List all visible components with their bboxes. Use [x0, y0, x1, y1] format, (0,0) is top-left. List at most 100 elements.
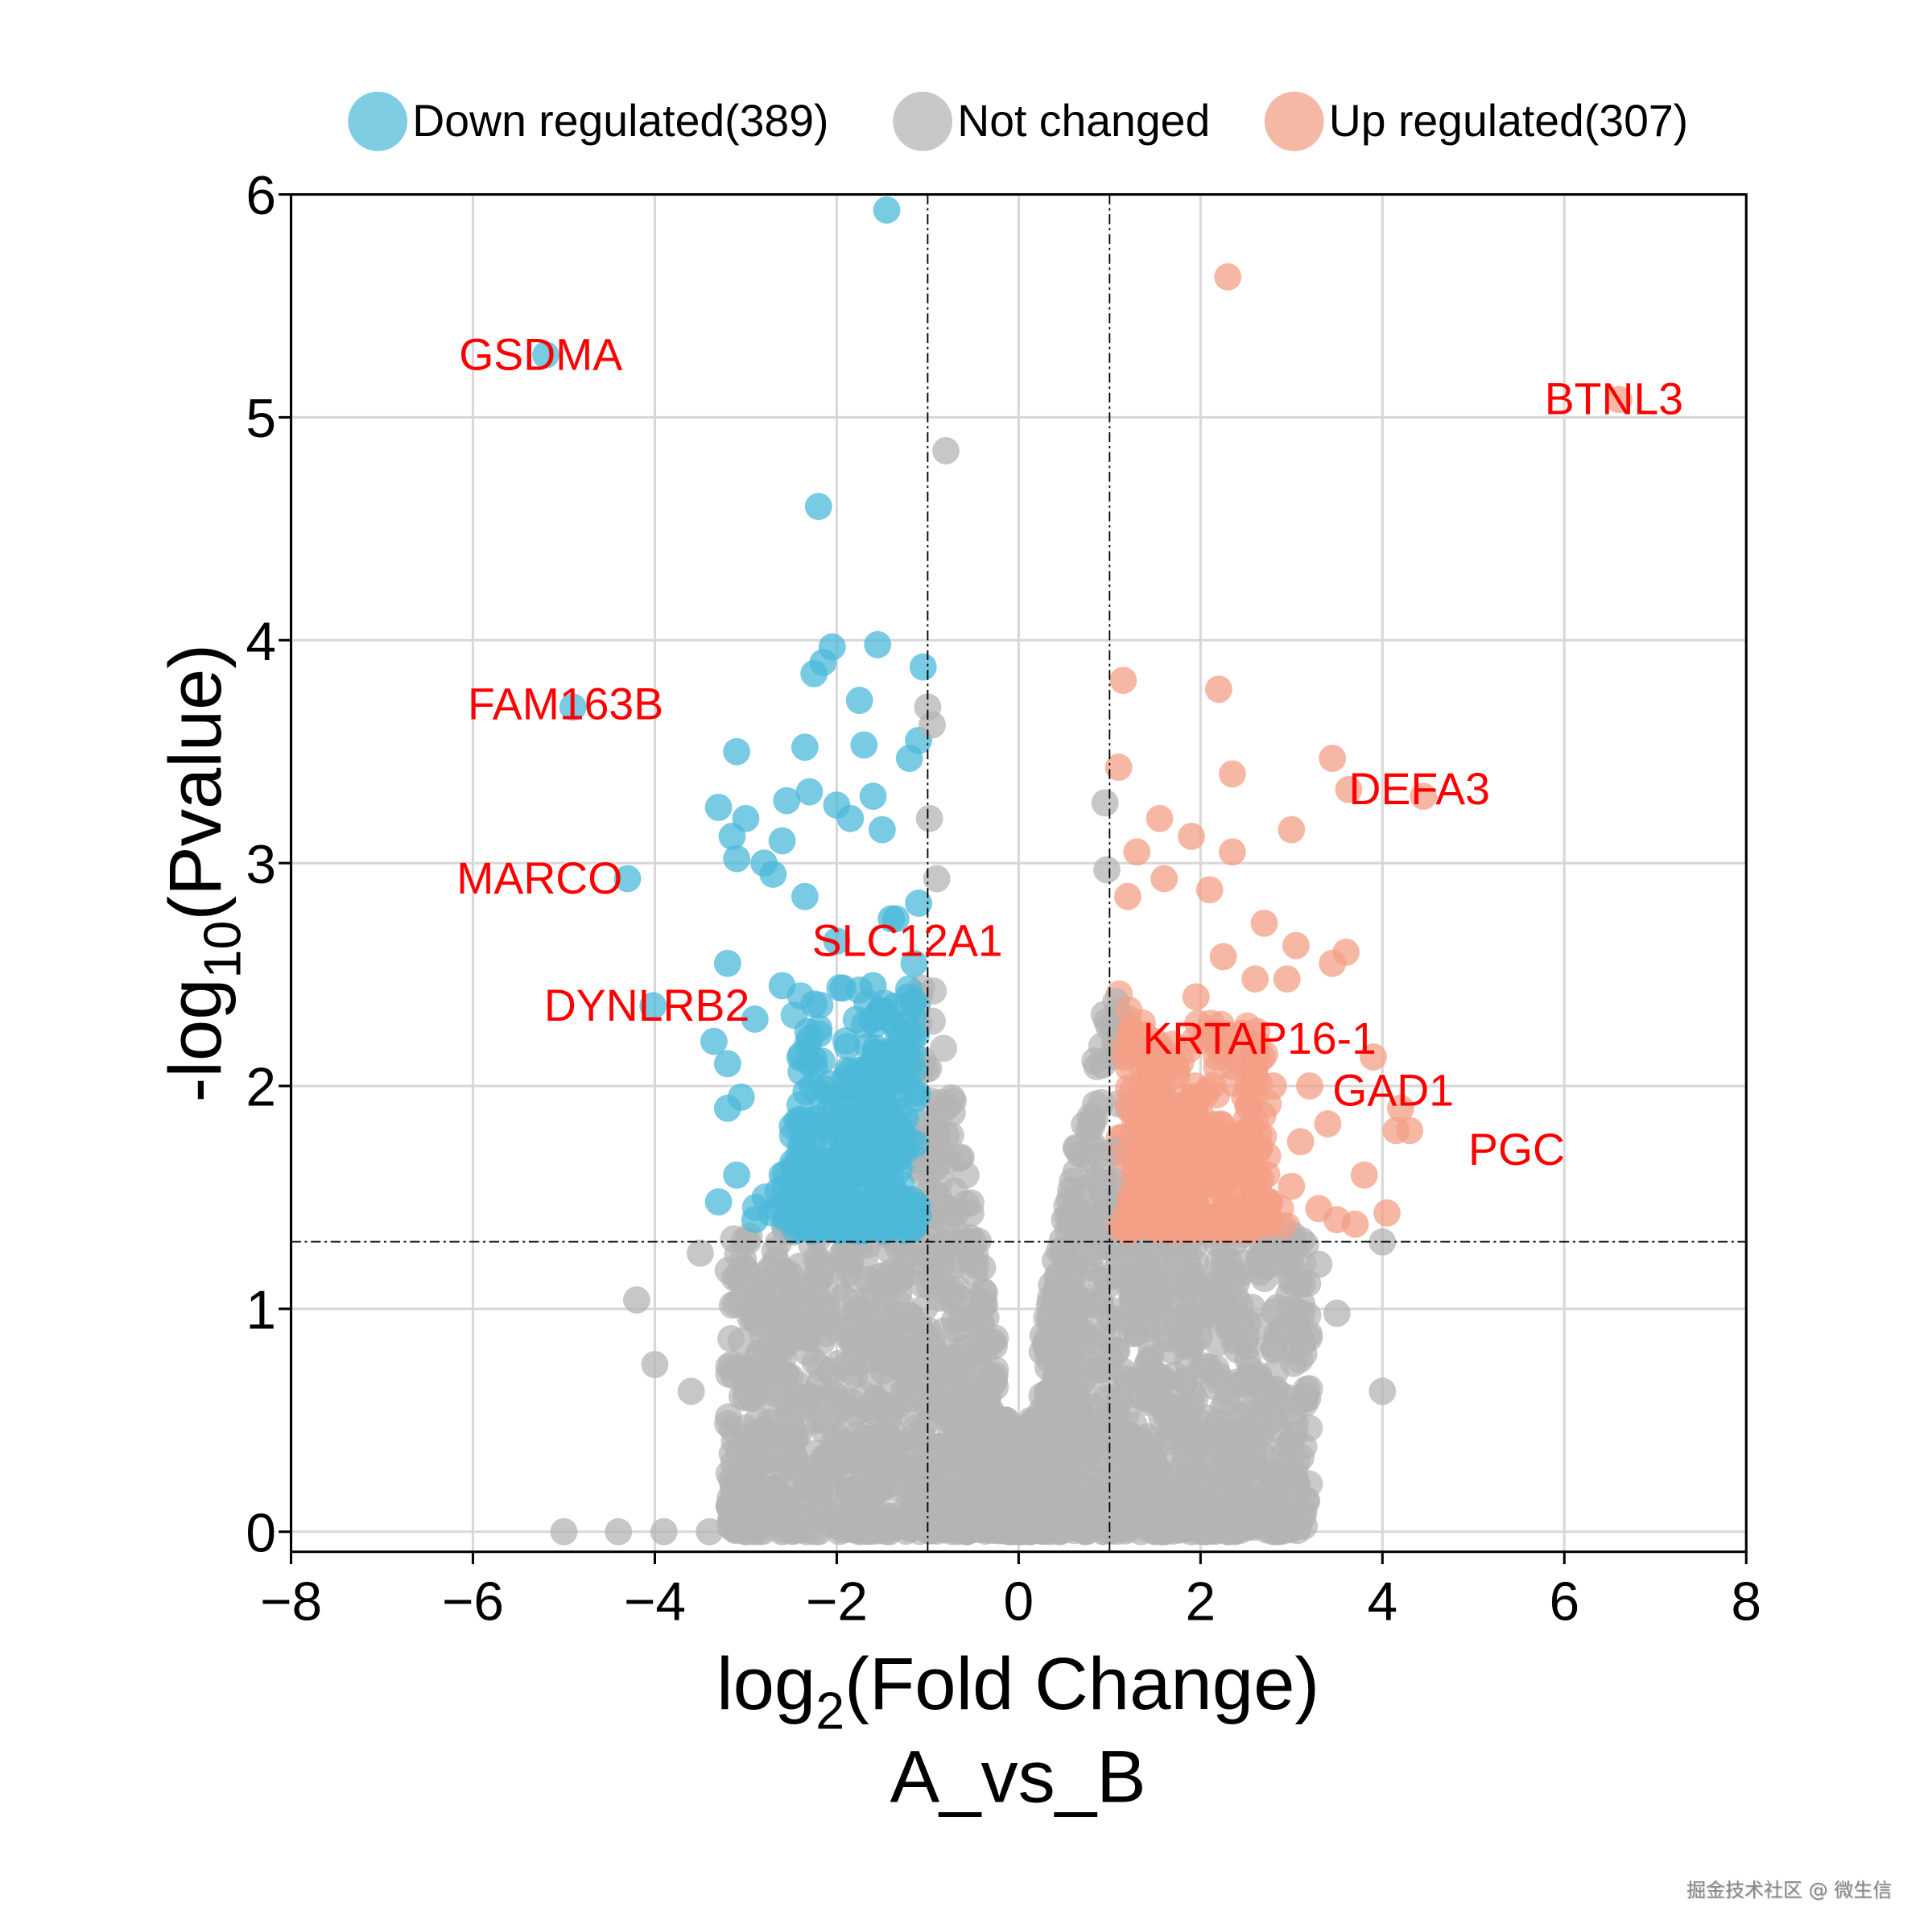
nc-point: [1164, 1307, 1192, 1335]
nc-point: [905, 1480, 933, 1509]
x-tick-label: 8: [1731, 1571, 1761, 1632]
down-point: [829, 1134, 857, 1162]
down-point: [869, 1088, 898, 1117]
legend-label: Up regulated(307): [1329, 96, 1688, 146]
down-point: [704, 794, 733, 821]
nc-point: [1305, 1250, 1333, 1278]
nc-point: [1074, 1440, 1102, 1468]
up-point: [1218, 760, 1246, 788]
nc-point: [1034, 1379, 1062, 1407]
legend-label: Down regulated(389): [412, 96, 828, 146]
nc-point: [1120, 1298, 1148, 1326]
nc-point: [1293, 1488, 1321, 1515]
nc-point: [1063, 1135, 1091, 1162]
down-point: [862, 1112, 890, 1140]
down-point: [904, 1202, 932, 1229]
x-tick-label: 2: [1186, 1571, 1216, 1632]
nc-point: [928, 1238, 956, 1266]
nc-point: [768, 1517, 796, 1546]
nc-point: [677, 1377, 705, 1406]
nc-point: [1141, 1517, 1169, 1546]
x-axis-label: log2(Fold Change): [716, 1641, 1319, 1740]
x-tick-label: −4: [624, 1571, 686, 1632]
nc-point: [932, 437, 960, 464]
down-point: [768, 1161, 796, 1189]
up-point: [1206, 1170, 1234, 1198]
up-point: [1250, 909, 1278, 937]
down-point: [849, 1216, 877, 1244]
nc-point: [966, 1297, 994, 1325]
nc-point: [1230, 1249, 1257, 1277]
up-point: [1127, 1142, 1155, 1170]
legend-marker: [348, 91, 408, 151]
up-point: [1396, 1117, 1424, 1145]
nc-point: [882, 1428, 910, 1456]
down-point: [723, 844, 751, 873]
y-tick-label: 4: [246, 612, 276, 672]
down-point: [792, 1078, 820, 1106]
up-point: [1335, 775, 1363, 803]
nc-point: [1076, 1202, 1104, 1230]
nc-point: [1034, 1440, 1063, 1468]
down-point: [832, 1027, 860, 1055]
down-point: [741, 1005, 769, 1033]
down-point: [801, 1052, 828, 1080]
up-point: [1386, 1094, 1414, 1122]
up-point: [1220, 1069, 1248, 1097]
gene-label: FAM163B: [468, 679, 663, 729]
nc-point: [782, 1423, 810, 1451]
down-point: [868, 815, 896, 844]
down-point: [864, 630, 892, 658]
nc-point: [1250, 1253, 1278, 1280]
down-point: [881, 905, 910, 933]
nc-point: [1234, 1398, 1262, 1426]
nc-point: [902, 1419, 931, 1447]
nc-point: [715, 1403, 742, 1430]
nc-point: [1171, 1367, 1199, 1395]
nc-point: [824, 1349, 852, 1377]
down-point: [713, 1094, 741, 1122]
down-point: [704, 1188, 733, 1216]
nc-point: [1091, 1364, 1119, 1392]
up-point: [1236, 1124, 1265, 1152]
nc-point: [1142, 1453, 1170, 1481]
up-point: [1164, 1103, 1192, 1131]
up-point: [1197, 1009, 1225, 1038]
down-point: [873, 196, 901, 224]
nc-point: [1156, 1409, 1184, 1437]
nc-point: [881, 1301, 909, 1329]
gene-label: BTNL3: [1545, 374, 1683, 424]
nc-point: [828, 1393, 856, 1421]
up-point: [1125, 1110, 1153, 1138]
down-point: [905, 890, 933, 917]
nc-point: [906, 1453, 935, 1481]
up-point: [1195, 876, 1224, 904]
nc-point: [757, 1420, 785, 1448]
down-point: [894, 975, 923, 1003]
down-point: [833, 1056, 861, 1084]
threshold-lines: [291, 194, 1747, 1552]
gene-label: GAD1: [1332, 1066, 1454, 1116]
gene-label: PGC: [1468, 1125, 1565, 1174]
up-point: [1314, 1110, 1342, 1138]
nc-point: [1213, 1439, 1241, 1467]
nc-point: [1006, 1447, 1034, 1476]
down-point: [713, 1050, 741, 1078]
down-point: [809, 649, 837, 676]
nc-point: [777, 1363, 805, 1391]
gene-label: KRTAP16-1: [1142, 1013, 1376, 1063]
nc-point: [766, 1299, 795, 1327]
nc-point: [1214, 1517, 1242, 1546]
nc-point: [975, 1505, 1003, 1533]
nc-point: [1227, 1311, 1255, 1340]
nc-point: [1201, 1281, 1229, 1309]
nc-point: [1027, 1406, 1055, 1435]
nc-point: [913, 1393, 941, 1421]
down-point: [895, 745, 923, 772]
gene-label: DEFA3: [1349, 764, 1490, 814]
x-tick-label: 0: [1004, 1571, 1034, 1632]
up-point: [1360, 1043, 1387, 1071]
nc-point: [923, 865, 951, 893]
down-point: [795, 778, 824, 806]
x-tick-label: 6: [1549, 1571, 1579, 1632]
